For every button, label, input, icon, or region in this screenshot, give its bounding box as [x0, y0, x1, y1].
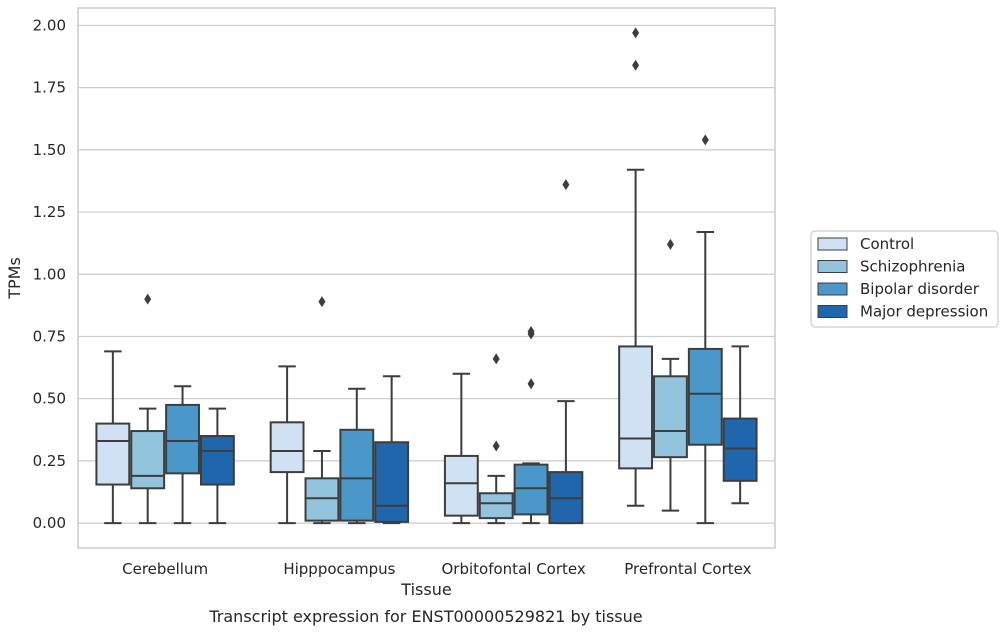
series-control — [95, 27, 654, 525]
outlier-point — [318, 296, 326, 308]
legend-label: Bipolar disorder — [860, 280, 980, 298]
outlier-point — [527, 326, 535, 338]
outlier-point — [666, 238, 674, 250]
box-plot — [199, 407, 235, 525]
series-schizophrenia — [130, 238, 688, 525]
box-plot — [513, 326, 549, 525]
box-plot — [304, 296, 340, 525]
box-plot — [130, 293, 166, 525]
box-plot — [339, 387, 375, 525]
box-plot — [548, 179, 584, 525]
y-tick-label: 0.00 — [33, 514, 66, 532]
legend-box — [810, 230, 999, 328]
box-plot — [478, 353, 514, 525]
legend-label: Schizophrenia — [860, 258, 965, 276]
outlier-point — [492, 440, 500, 452]
outlier-point — [632, 27, 640, 39]
outlier-point — [632, 59, 640, 71]
x-tick-label: Hipppocampus — [283, 560, 395, 578]
box-plot — [269, 365, 305, 525]
y-tick-labels: 0.00 0.25 0.50 0.75 1.00 1.25 1.50 1.75 2.00 — [33, 16, 66, 532]
y-tick-label: 0.75 — [33, 327, 66, 345]
outlier-point — [701, 134, 709, 146]
y-tick-label: 0.50 — [33, 390, 66, 408]
box — [687, 347, 723, 446]
chart-caption: Transcript expression for ENST0000052982… — [208, 607, 642, 626]
x-tick-label: Prefrontal Cortex — [624, 560, 751, 578]
y-tick-label: 1.25 — [33, 203, 66, 221]
box — [95, 422, 131, 486]
box — [722, 417, 758, 482]
box — [304, 477, 340, 522]
box-plot — [618, 27, 654, 507]
box — [199, 435, 235, 486]
outlier-point — [492, 353, 500, 365]
box-plot — [722, 345, 758, 505]
outlier-point — [527, 378, 535, 390]
x-tick-label: Cerebellum — [122, 560, 208, 578]
outlier-point — [562, 179, 570, 191]
y-tick-label: 0.25 — [33, 452, 66, 470]
legend-swatch — [817, 260, 848, 273]
box-plot — [653, 238, 688, 512]
box-plot — [374, 375, 410, 525]
x-axis-label: Tissue — [400, 580, 451, 599]
box-plot — [95, 350, 131, 525]
box-plot — [687, 134, 723, 525]
series-major-depression — [199, 179, 758, 525]
box — [513, 463, 549, 516]
box — [374, 441, 410, 523]
x-tick-labels: Cerebellum Hipppocampus Orbitofontal Corte… — [122, 560, 751, 578]
y-axis-label: TPMs — [5, 257, 24, 300]
box — [478, 492, 514, 520]
outlier-point — [144, 293, 152, 305]
legend-label: Control — [860, 235, 914, 253]
box — [443, 454, 479, 517]
y-tick-label: 2.00 — [33, 16, 66, 34]
legend-swatch — [817, 237, 848, 251]
box — [653, 375, 688, 459]
box — [269, 421, 305, 474]
legend-swatch — [817, 282, 848, 296]
box-series — [95, 27, 758, 525]
x-tick-label: Orbitofontal Cortex — [442, 560, 586, 578]
box — [339, 428, 375, 522]
y-tick-label: 1.50 — [33, 141, 66, 159]
box — [130, 430, 166, 490]
box — [165, 403, 200, 475]
legend: Control Schizophrenia Bipolar disorder Majo… — [810, 230, 999, 328]
y-tick-label: 1.75 — [33, 79, 66, 97]
plot-frame — [77, 7, 776, 549]
y-tick-label: 1.00 — [33, 265, 66, 283]
legend-swatch — [817, 305, 848, 318]
box — [618, 345, 654, 470]
box-plot — [443, 372, 479, 525]
box-plot — [165, 385, 200, 525]
series-bipolar-disorder — [165, 134, 723, 525]
legend-label: Major depression — [860, 303, 988, 321]
